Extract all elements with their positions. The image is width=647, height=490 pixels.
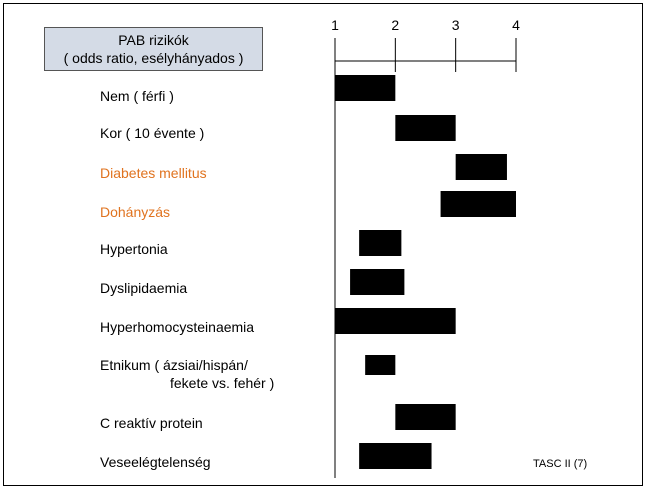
category-label-text: Hypertonia xyxy=(100,241,168,257)
range-bar xyxy=(359,230,402,256)
range-bar xyxy=(365,355,396,375)
range-bar xyxy=(350,269,405,295)
chart-frame xyxy=(3,3,643,486)
category-label-text: Hyperhomocysteinaemia xyxy=(100,319,255,335)
range-bar xyxy=(335,75,396,101)
category-label: Dohányzás xyxy=(100,203,170,221)
category-label: Etnikum ( ázsiai/hispán/fekete vs. fehér… xyxy=(100,356,274,392)
x-tick-label: 1 xyxy=(331,17,339,33)
x-tick-label: 2 xyxy=(391,17,399,33)
chart-subtitle: ( odds ratio, esélyhányados ) xyxy=(63,50,244,66)
category-label-text: Kor ( 10 évente ) xyxy=(100,125,205,141)
category-label: Kor ( 10 évente ) xyxy=(100,124,204,142)
category-label-text: Veseelégtelenség xyxy=(100,454,211,470)
category-label-text: Diabetes mellitus xyxy=(100,165,207,181)
category-label: Diabetes mellitus xyxy=(100,164,207,182)
category-label: Nem ( férfi ) xyxy=(100,87,174,105)
category-label-text: Nem ( férfi ) xyxy=(100,88,174,104)
chart-title-box: PAB rizikók ( odds ratio, esélyhányados … xyxy=(44,27,263,71)
category-label: Hyperhomocysteinaemia xyxy=(100,318,254,336)
range-bar xyxy=(359,443,432,469)
range-bar xyxy=(440,191,516,217)
category-label-text: Dohányzás xyxy=(100,204,171,220)
category-label-text-line2: fekete vs. fehér ) xyxy=(170,375,275,391)
x-tick-label: 3 xyxy=(452,17,460,33)
category-label: Hypertonia xyxy=(100,240,168,258)
chart-title: PAB rizikók xyxy=(118,32,189,48)
category-label-text: Etnikum ( ázsiai/hispán/ xyxy=(100,357,248,373)
source-note: TASC II (7) xyxy=(533,458,588,470)
range-bar xyxy=(335,308,456,334)
category-label-text: Dyslipidaemia xyxy=(100,280,188,296)
range-bar xyxy=(455,154,507,180)
range-bar xyxy=(395,404,456,430)
category-label: C reaktív protein xyxy=(100,414,203,432)
category-label: Dyslipidaemia xyxy=(100,279,187,297)
category-label: Veseelégtelenség xyxy=(100,453,211,471)
range-bar xyxy=(395,115,456,141)
category-label-text: C reaktív protein xyxy=(100,415,203,431)
x-tick-label: 4 xyxy=(512,17,520,33)
